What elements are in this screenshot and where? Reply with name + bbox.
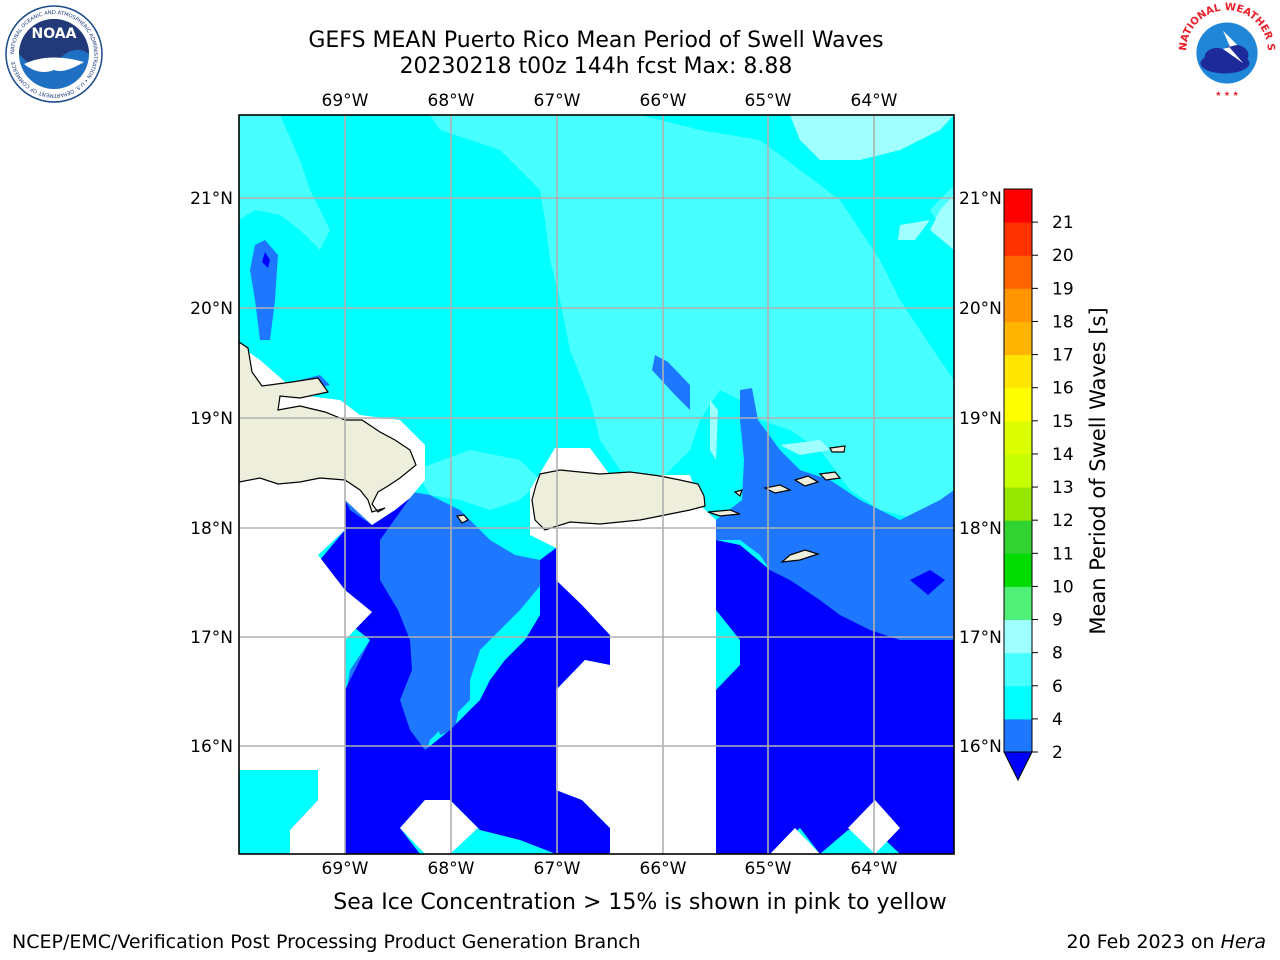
colorbar-segment xyxy=(1004,189,1032,223)
colorbar-tick-label: 14 xyxy=(1052,445,1074,465)
map-area xyxy=(239,115,954,854)
colorbar-segment xyxy=(1004,487,1032,521)
colorbar-tick-label: 12 xyxy=(1052,511,1074,531)
colorbar-segment xyxy=(1004,255,1032,289)
colorbar-tick-label: 13 xyxy=(1052,478,1074,498)
lat-label: 19°N xyxy=(190,409,233,429)
lon-label: 65°W xyxy=(745,859,792,879)
lat-label: 20°N xyxy=(190,299,233,319)
footer-host: Hera xyxy=(1220,931,1266,953)
colorbar-segment xyxy=(1004,420,1032,455)
lon-label: 67°W xyxy=(534,91,581,111)
noaa-logo: NATIONAL OCEANIC AND ATMOSPHERIC ADMINIS… xyxy=(5,5,103,103)
colorbar-tick-label: 20 xyxy=(1052,246,1074,266)
colorbar-tick-label: 11 xyxy=(1052,544,1074,564)
lon-label: 68°W xyxy=(428,859,475,879)
colorbar-segment xyxy=(1004,652,1032,687)
lat-label: 17°N xyxy=(959,628,1002,648)
lon-label: 65°W xyxy=(745,91,792,111)
lon-label: 64°W xyxy=(851,859,898,879)
lat-label: 18°N xyxy=(190,519,233,539)
lon-label: 69°W xyxy=(322,91,369,111)
puerto-rico xyxy=(531,469,706,531)
noaa-logo-text: NOAA xyxy=(32,26,77,42)
lon-label: 66°W xyxy=(640,91,687,111)
colorbar-tick-label: 10 xyxy=(1052,577,1074,597)
swell-field-8-9 xyxy=(710,115,954,460)
lat-labels-right: 21°N 20°N 19°N 18°N 17°N 16°N xyxy=(959,189,1002,757)
footer-date: 20 Feb 2023 on Hera xyxy=(1067,931,1266,953)
map-gridlines xyxy=(239,115,954,854)
nws-logo: NATIONAL WEATHER SERVICE ★ ★ ★ xyxy=(1176,0,1276,100)
lat-label: 21°N xyxy=(190,189,233,209)
colorbar-segment xyxy=(1004,321,1032,356)
chart-title: GEFS MEAN Puerto Rico Mean Period of Swe… xyxy=(308,28,884,53)
lon-label: 68°W xyxy=(428,91,475,111)
land-areas xyxy=(239,341,846,563)
colorbar-segment xyxy=(1004,619,1032,654)
colorbar-segment xyxy=(1004,520,1032,554)
colorbar-frame xyxy=(1003,188,1033,753)
lon-label: 64°W xyxy=(851,91,898,111)
lon-label: 66°W xyxy=(640,859,687,879)
map-frame xyxy=(238,114,955,855)
colorbar-tick-label: 4 xyxy=(1052,710,1063,730)
lat-label: 19°N xyxy=(959,409,1002,429)
chart-subtitle: 20230218 t00z 144h fcst Max: 8.88 xyxy=(399,54,793,79)
lon-label: 69°W xyxy=(322,859,369,879)
colorbar-segment xyxy=(1004,222,1032,256)
lat-label: 18°N xyxy=(959,519,1002,539)
colorbar-tick-label: 6 xyxy=(1052,677,1063,697)
colorbar-segment xyxy=(1004,387,1032,422)
colorbar-tick-label: 15 xyxy=(1052,412,1074,432)
footer-date-text: 20 Feb 2023 on xyxy=(1066,931,1215,953)
colorbar-tick-label: 9 xyxy=(1052,611,1063,631)
colorbar-tick-label: 2 xyxy=(1052,743,1063,763)
colorbar-segment xyxy=(1004,685,1032,720)
colorbar-tick-label: 8 xyxy=(1052,644,1063,664)
footer-credit: NCEP/EMC/Verification Post Processing Pr… xyxy=(12,931,641,953)
lat-labels-left: 21°N 20°N 19°N 18°N 17°N 16°N xyxy=(190,189,233,757)
colorbar-segment xyxy=(1004,354,1032,389)
colorbar-tick-label: 17 xyxy=(1052,346,1074,366)
colorbar-tick-label: 19 xyxy=(1052,279,1074,299)
colorbar-label: Mean Period of Swell Waves [s] xyxy=(1086,307,1110,634)
sea-ice-note: Sea Ice Concentration > 15% is shown in … xyxy=(333,890,947,915)
hispaniola xyxy=(239,341,417,513)
colorbar-segment xyxy=(1004,453,1032,488)
lat-label: 21°N xyxy=(959,189,1002,209)
colorbar: 2 4 6 8 9 10 11 12 13 14 15 16 17 18 19 20 21 xyxy=(1003,188,1074,782)
lon-label: 67°W xyxy=(534,859,581,879)
lon-labels-bottom: 69°W 68°W 67°W 66°W 65°W 64°W xyxy=(322,859,898,879)
lon-labels-top: 69°W 68°W 67°W 66°W 65°W 64°W xyxy=(322,91,898,111)
colorbar-extend-arrow xyxy=(1003,751,1033,782)
lat-label: 17°N xyxy=(190,628,233,648)
svg-text:★ ★ ★: ★ ★ ★ xyxy=(1215,89,1239,98)
lat-label: 16°N xyxy=(959,737,1002,757)
lat-label: 20°N xyxy=(959,299,1002,319)
colorbar-tick-label: 16 xyxy=(1052,379,1074,399)
colorbar-segment xyxy=(1004,586,1032,621)
colorbar-segment xyxy=(1004,553,1032,587)
colorbar-tick-label: 21 xyxy=(1052,213,1074,233)
colorbar-segment xyxy=(1004,718,1032,753)
lat-label: 16°N xyxy=(190,737,233,757)
swell-field-lt2 xyxy=(262,252,954,854)
colorbar-tick-label: 18 xyxy=(1052,312,1074,332)
colorbar-segment xyxy=(1004,288,1032,322)
